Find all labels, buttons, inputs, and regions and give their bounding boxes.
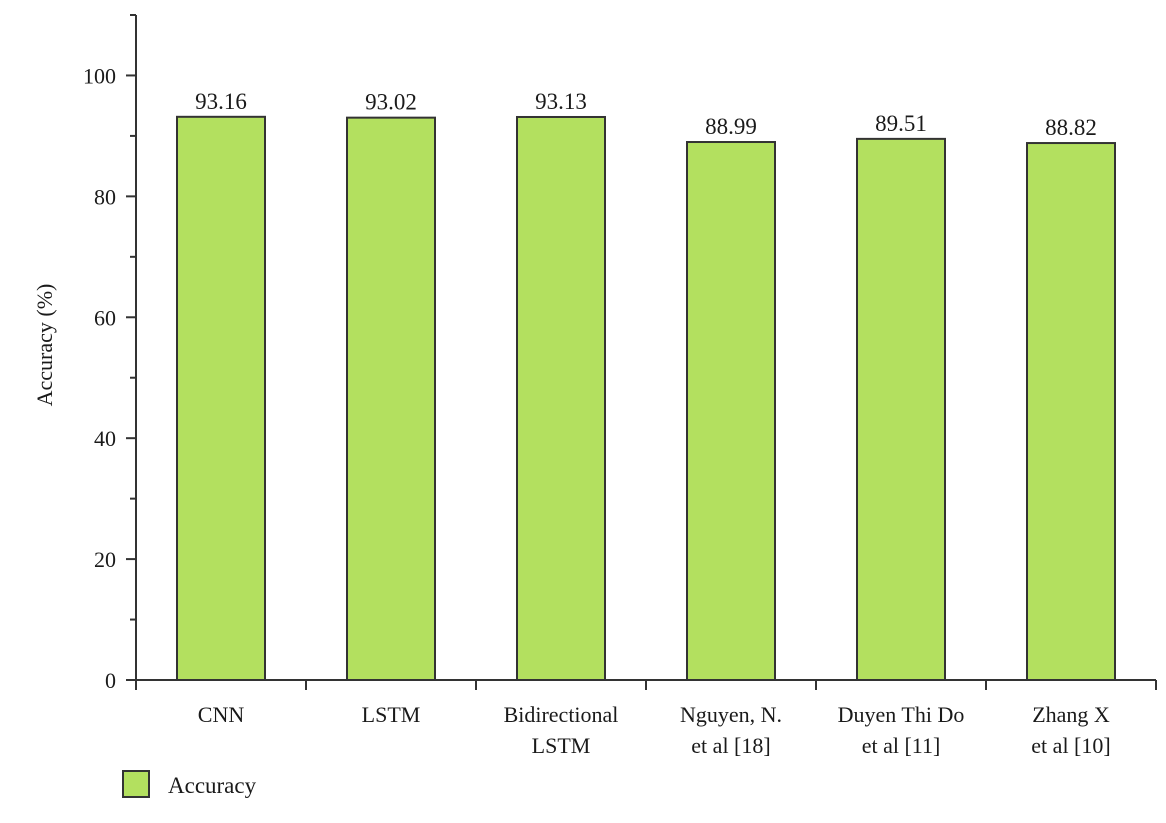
x-tick-label: LSTM: [362, 702, 421, 727]
y-axis-title: Accuracy (%): [32, 284, 57, 407]
bar: [346, 116, 436, 682]
legend-swatch: [122, 770, 150, 798]
y-tick-label: 100: [83, 63, 116, 88]
x-tick-label: Nguyen, N.: [680, 702, 782, 727]
data-label: 93.02: [365, 90, 417, 115]
data-label: 93.13: [535, 89, 587, 114]
x-tick-label: CNN: [198, 702, 245, 727]
x-tick-label: Bidirectional: [504, 702, 619, 727]
x-tick-label: LSTM: [532, 733, 591, 758]
labels: 0 20 40 60 80 100 93.16 CNN 93.02 LSTM 93.13 Bidire…: [83, 63, 1111, 758]
legend: Accuracy: [122, 770, 257, 798]
y-tick-label: 20: [94, 547, 116, 572]
bar: [856, 137, 946, 682]
axes: [126, 14, 1157, 690]
data-label: 93.16: [195, 89, 247, 114]
bars: [176, 115, 1116, 682]
y-tick-label: 60: [94, 305, 116, 330]
x-tick-label: et al [10]: [1031, 733, 1110, 758]
x-tick-label: Duyen Thi Do: [838, 702, 965, 727]
bar: [176, 115, 266, 681]
bar: [686, 141, 776, 681]
x-tick-label: et al [18]: [691, 733, 770, 758]
legend-label: Accuracy: [168, 773, 257, 798]
y-tick-label: 40: [94, 426, 116, 451]
y-tick-label: 0: [105, 668, 116, 693]
data-label: 89.51: [875, 111, 927, 136]
data-label: 88.82: [1045, 115, 1097, 140]
bar: [1026, 142, 1116, 681]
x-tick-label: et al [11]: [862, 733, 941, 758]
y-tick-label: 80: [94, 184, 116, 209]
data-label: 88.99: [705, 114, 757, 139]
x-tick-label: Zhang X: [1032, 702, 1110, 727]
bar: [516, 115, 606, 681]
